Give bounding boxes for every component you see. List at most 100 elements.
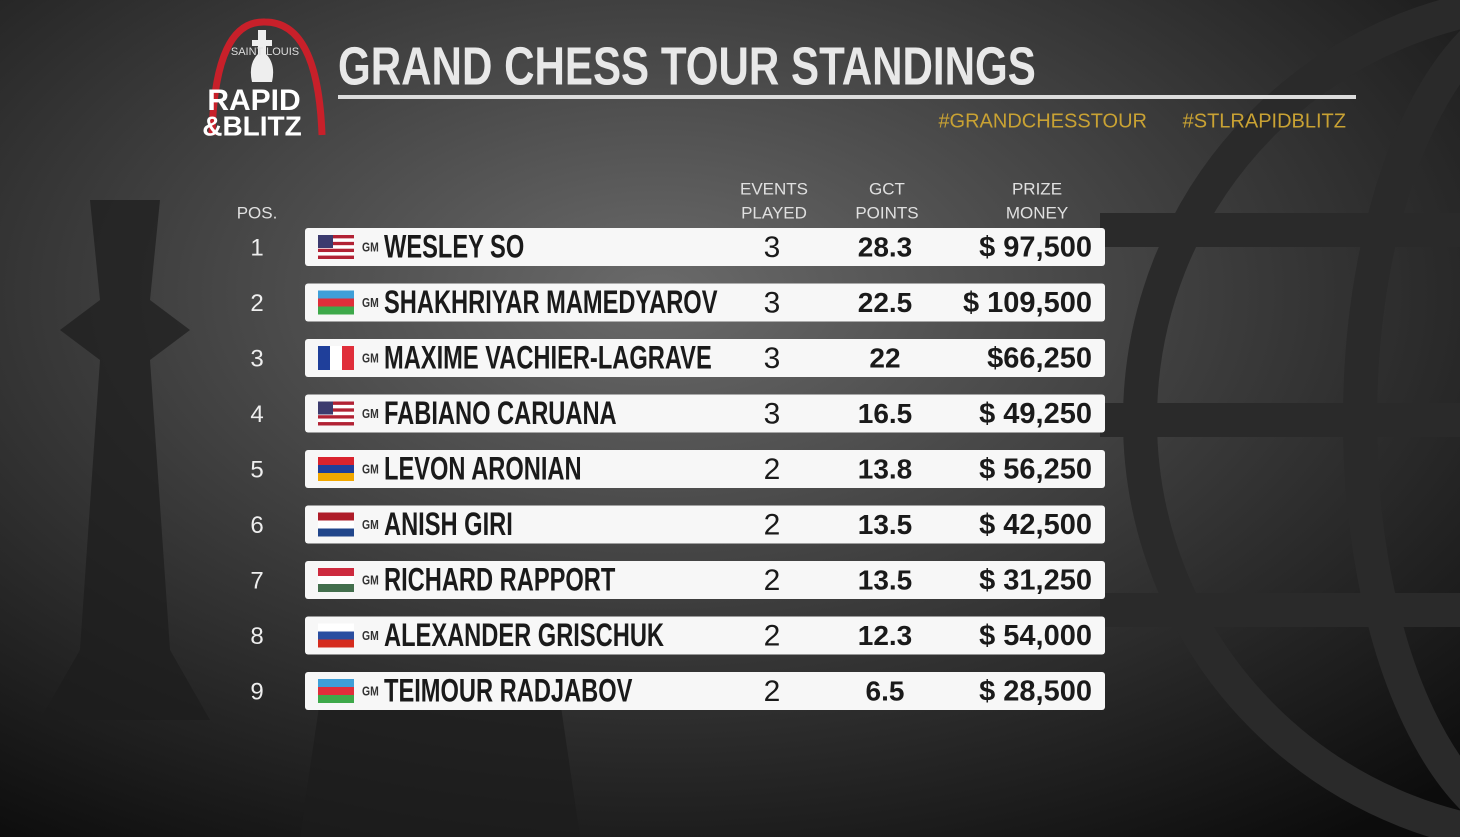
flag bbox=[318, 679, 354, 687]
position: 7 bbox=[250, 567, 263, 594]
column-header: GCT bbox=[869, 179, 905, 198]
title-rule bbox=[338, 95, 1356, 99]
position: 2 bbox=[250, 290, 263, 317]
player-name: MAXIME VACHIER-LAGRAVE bbox=[384, 340, 712, 375]
gct-points: 13.8 bbox=[858, 453, 913, 484]
position: 1 bbox=[250, 234, 263, 261]
column-header: PLAYED bbox=[741, 203, 807, 222]
prize-money: $ 56,250 bbox=[979, 454, 1092, 486]
logo-line: &BLITZ bbox=[202, 110, 302, 141]
flag bbox=[318, 457, 354, 465]
chess-piece-silhouette bbox=[40, 200, 580, 837]
flag bbox=[318, 415, 354, 419]
prize-money: $ 49,250 bbox=[979, 398, 1092, 430]
column-header: EVENTS bbox=[740, 179, 808, 198]
flag bbox=[318, 235, 333, 248]
column-header: POS. bbox=[237, 203, 278, 222]
player-name: FABIANO CARUANA bbox=[384, 396, 617, 431]
flag bbox=[318, 346, 330, 370]
gct-points: 22.5 bbox=[858, 287, 913, 318]
prize-money: $66,250 bbox=[987, 343, 1092, 375]
prize-money: $ 31,250 bbox=[979, 565, 1092, 597]
gct-points: 6.5 bbox=[866, 675, 905, 706]
events-played: 3 bbox=[764, 231, 781, 264]
gct-points: 22 bbox=[869, 342, 900, 373]
row-bar bbox=[305, 450, 1105, 488]
flag bbox=[318, 306, 354, 315]
logo-arc: SAINT LOUIS bbox=[231, 46, 299, 58]
flag bbox=[318, 290, 354, 299]
player-title: GM bbox=[362, 462, 379, 476]
flag bbox=[318, 245, 354, 249]
player-name: TEIMOUR RADJABOV bbox=[384, 673, 633, 708]
flag bbox=[318, 639, 354, 648]
row-bar bbox=[305, 561, 1105, 599]
player-name: ANISH GIRI bbox=[384, 507, 513, 542]
events-played: 2 bbox=[764, 508, 781, 541]
player-title: GM bbox=[362, 573, 379, 587]
logo: SAINT LOUIS RAPID &BLITZ bbox=[202, 18, 326, 141]
player-title: GM bbox=[362, 629, 379, 643]
flag bbox=[330, 346, 342, 370]
position: 4 bbox=[250, 401, 263, 428]
standings-table: POS. EVENTS PLAYED GCT POINTS PRIZE MONEY 1 GM WE… bbox=[237, 179, 1105, 710]
player-title: GM bbox=[362, 518, 379, 532]
logo-line: RAPID bbox=[207, 84, 300, 117]
events-played: 3 bbox=[764, 397, 781, 430]
gct-points: 13.5 bbox=[858, 564, 913, 595]
flag bbox=[318, 252, 354, 256]
flag bbox=[318, 520, 354, 529]
prize-money: $ 97,500 bbox=[979, 232, 1092, 264]
position: 6 bbox=[250, 512, 263, 539]
player-title: GM bbox=[362, 351, 379, 365]
flag bbox=[318, 422, 354, 426]
flag bbox=[318, 241, 354, 246]
flag bbox=[318, 473, 354, 481]
gct-points: 28.3 bbox=[858, 231, 913, 262]
player-title: GM bbox=[362, 407, 379, 421]
flag bbox=[318, 408, 354, 412]
gct-points: 13.5 bbox=[858, 509, 913, 540]
player-title: GM bbox=[362, 240, 379, 254]
row-bar bbox=[305, 672, 1105, 710]
events-played: 2 bbox=[764, 675, 781, 708]
events-played: 3 bbox=[764, 286, 781, 319]
gct-points: 16.5 bbox=[858, 398, 913, 429]
flag bbox=[342, 346, 354, 370]
flag bbox=[318, 465, 354, 473]
events-played: 2 bbox=[764, 619, 781, 652]
player-name: ALEXANDER GRISCHUK bbox=[384, 618, 665, 653]
player-name: LEVON ARONIAN bbox=[384, 451, 582, 486]
hashtag: #GRANDCHESSTOUR bbox=[938, 110, 1147, 132]
flag bbox=[318, 298, 354, 307]
flag bbox=[318, 623, 354, 632]
prize-money: $ 54,000 bbox=[979, 620, 1092, 652]
flag bbox=[318, 568, 354, 576]
flag bbox=[318, 695, 354, 703]
hashtag: #STLRAPIDBLITZ bbox=[1183, 110, 1346, 132]
player-name: SHAKHRIYAR MAMEDYAROV bbox=[384, 285, 718, 320]
row-bar bbox=[305, 228, 1105, 266]
flag bbox=[318, 404, 354, 409]
events-played: 3 bbox=[764, 342, 781, 375]
flag bbox=[318, 255, 354, 259]
row-bar bbox=[305, 283, 1105, 322]
flag bbox=[318, 418, 354, 423]
row-bar bbox=[305, 505, 1105, 544]
events-played: 2 bbox=[764, 453, 781, 486]
column-header: PRIZE bbox=[1012, 179, 1062, 198]
position: 5 bbox=[250, 456, 263, 483]
flag bbox=[318, 248, 354, 253]
column-header: POINTS bbox=[855, 203, 918, 222]
flag bbox=[318, 512, 354, 521]
position: 3 bbox=[250, 345, 263, 372]
flag bbox=[318, 631, 354, 640]
player-title: GM bbox=[362, 684, 379, 698]
gct-points: 12.3 bbox=[858, 620, 913, 651]
events-played: 2 bbox=[764, 564, 781, 597]
row-bar bbox=[305, 616, 1105, 655]
flag bbox=[318, 411, 354, 416]
prize-money: $ 42,500 bbox=[979, 509, 1092, 541]
title: GRAND CHESS TOUR STANDINGS bbox=[338, 36, 1036, 96]
